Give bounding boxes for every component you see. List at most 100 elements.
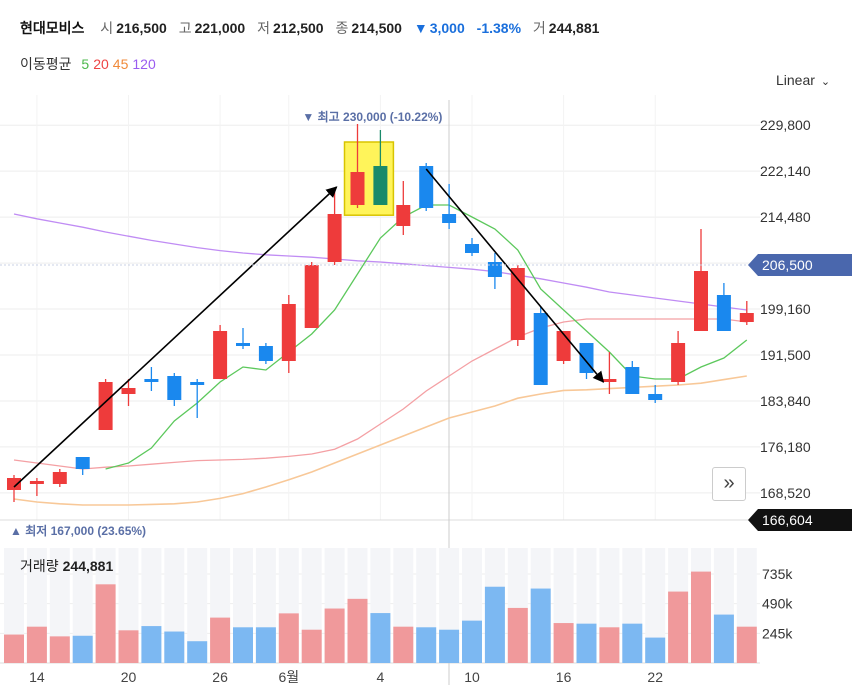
volume-bar-background <box>187 548 208 663</box>
volume-value: 244,881 <box>548 20 600 36</box>
candle-body <box>602 379 617 382</box>
open-label: 시 <box>100 20 114 36</box>
volume-panel-label: 거래량 <box>20 558 59 574</box>
low-label: 저 <box>257 20 270 36</box>
min-price-marker: ▲ 최저 167,000 (23.65%) <box>10 523 146 538</box>
y-tick-label: 214,480 <box>760 209 811 225</box>
ma120-line <box>13 213 747 311</box>
volume-bar <box>118 630 139 663</box>
volume-bar <box>645 637 666 663</box>
candle-body <box>190 382 205 385</box>
volume-bar <box>187 641 208 663</box>
volume-tick-label: 245k <box>762 625 793 641</box>
volume-bar <box>439 629 460 663</box>
downtrend-arrow <box>425 168 605 383</box>
x-tick-label: 26 <box>212 669 228 685</box>
candle-body <box>52 472 67 484</box>
ma5-line <box>105 204 748 470</box>
x-tick-label: 20 <box>121 669 137 685</box>
volume-bar <box>301 629 322 663</box>
uptrend-arrow <box>13 186 338 488</box>
volume-bar <box>278 613 299 663</box>
volume-tick-label: 735k <box>762 566 793 582</box>
y-tick-label: 176,180 <box>760 439 811 455</box>
candle-body <box>373 166 388 205</box>
current-price-label: 206,500 <box>762 257 813 273</box>
volume-bar <box>484 586 505 663</box>
volume-bar <box>26 626 47 663</box>
candle-body <box>213 331 228 379</box>
low-price: 212,500 <box>272 20 324 36</box>
ma-legend-label: 이동평균 <box>20 56 72 72</box>
max-price-marker: ▼ 최고 230,000 (-10.22%) <box>302 109 442 124</box>
candle-body <box>465 244 479 253</box>
x-tick-label: 6월 <box>278 669 299 685</box>
candle-body <box>327 214 342 262</box>
candle-body <box>75 457 90 469</box>
candle-body <box>7 478 21 490</box>
candle-body <box>533 313 548 385</box>
volume-panel-value: 244,881 <box>62 558 114 574</box>
volume-bar <box>736 626 757 663</box>
candle-body <box>625 367 640 394</box>
x-tick-label: 22 <box>647 669 663 685</box>
volume-bar <box>553 623 574 663</box>
candle-body <box>350 172 365 205</box>
ma120-legend: 120 <box>132 56 156 72</box>
moving-average-legend[interactable]: 이동평균 5 20 45 120 <box>20 54 162 74</box>
high-label: 고 <box>178 20 192 36</box>
candle-body <box>98 382 113 430</box>
volume-bar-background <box>49 548 70 663</box>
volume-bar <box>4 634 24 663</box>
chevron-down-icon: ⌄ <box>820 76 831 88</box>
volume-panel-title: 거래량 244,881 <box>20 556 113 576</box>
y-tick-label: 229,800 <box>760 117 811 133</box>
volume-bar <box>233 627 253 663</box>
scale-label: Linear <box>776 72 815 88</box>
volume-bar <box>210 617 231 663</box>
volume-bar-background <box>4 548 24 663</box>
jump-to-latest-button[interactable]: » <box>712 467 746 501</box>
candle-body <box>671 343 686 382</box>
x-tick-label: 4 <box>377 669 385 685</box>
low-price-tag <box>748 509 852 531</box>
ma45-legend: 45 <box>112 56 129 72</box>
close-label: 종 <box>335 20 349 36</box>
volume-bar <box>164 631 185 663</box>
scale-selector[interactable]: Linear ⌄ <box>776 72 830 88</box>
candle-body <box>144 379 159 382</box>
close-price: 214,500 <box>351 20 402 36</box>
change-percent: -1.38% <box>476 20 522 36</box>
volume-bar-background <box>72 548 93 663</box>
volume-bar <box>49 636 70 663</box>
volume-tick-label: 490k <box>762 596 793 612</box>
candle-body <box>419 166 434 208</box>
candle-body <box>236 343 250 346</box>
candle-body <box>694 271 708 331</box>
candle-body <box>556 331 571 361</box>
candle-body <box>29 481 44 484</box>
volume-bar <box>576 623 597 663</box>
candle-body <box>510 268 525 340</box>
y-tick-label: 183,840 <box>760 393 811 409</box>
y-tick-label: 222,140 <box>760 163 811 179</box>
y-tick-label: 191,500 <box>760 347 811 363</box>
volume-bar <box>507 607 528 663</box>
y-tick-label: 168,520 <box>760 485 811 501</box>
candle-body <box>487 262 502 277</box>
low-price-label: 166,604 <box>762 512 813 528</box>
volume-bar <box>95 584 116 663</box>
candle-body <box>396 205 411 226</box>
y-tick-label: 199,160 <box>760 301 811 317</box>
change-down-icon: ▼ <box>413 20 428 36</box>
volume-bar <box>347 598 368 663</box>
candle-body <box>648 394 663 400</box>
current-price-tag <box>748 254 852 276</box>
volume-bar <box>462 620 482 663</box>
open-price: 216,500 <box>116 20 167 36</box>
volume-bar <box>530 588 551 663</box>
ma45-line <box>13 375 747 506</box>
x-tick-label: 14 <box>29 669 45 685</box>
volume-bar <box>691 571 711 663</box>
